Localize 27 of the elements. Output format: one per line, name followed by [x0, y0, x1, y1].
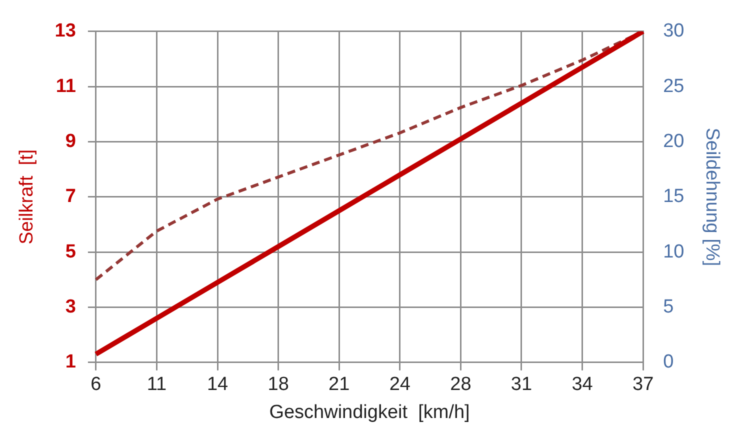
x-axis-title: Geschwindigkeit [km/h] [269, 402, 470, 423]
x-tick-label: 18 [268, 374, 289, 396]
y2-tick-label: 30 [663, 20, 684, 42]
x-tick-label: 14 [206, 374, 229, 396]
y-tick-label: 7 [65, 186, 76, 208]
y-tick-label: 13 [54, 20, 76, 42]
y-tick-label: 1 [65, 352, 76, 373]
y-tick-label: 3 [65, 296, 76, 318]
y-tick-label: 5 [65, 241, 76, 262]
y2-tick-label: 25 [663, 76, 684, 97]
y-tick-label: 11 [56, 76, 76, 97]
y2-tick-label: 10 [663, 241, 684, 262]
y2-tick-label: 0 [663, 352, 674, 373]
y2-axis-title: Seildehnung [%] [701, 128, 722, 266]
x-tick-label: 21 [328, 374, 350, 396]
x-tick-label: 28 [450, 374, 472, 396]
x-tick-label: 6 [90, 374, 102, 396]
x-tick-label: 34 [572, 374, 594, 396]
x-tick-label: 11 [146, 374, 167, 396]
x-tick-label: 24 [389, 374, 411, 396]
y2-tick-label: 5 [663, 296, 674, 318]
y-axis-title: Seilkraft [t] [16, 149, 38, 244]
y2-tick-label: 20 [663, 130, 684, 152]
x-tick-label: 31 [510, 374, 532, 396]
y-tick-label: 9 [65, 130, 76, 152]
x-tick-label: 37 [632, 374, 654, 396]
y2-tick-label: 15 [663, 186, 684, 208]
